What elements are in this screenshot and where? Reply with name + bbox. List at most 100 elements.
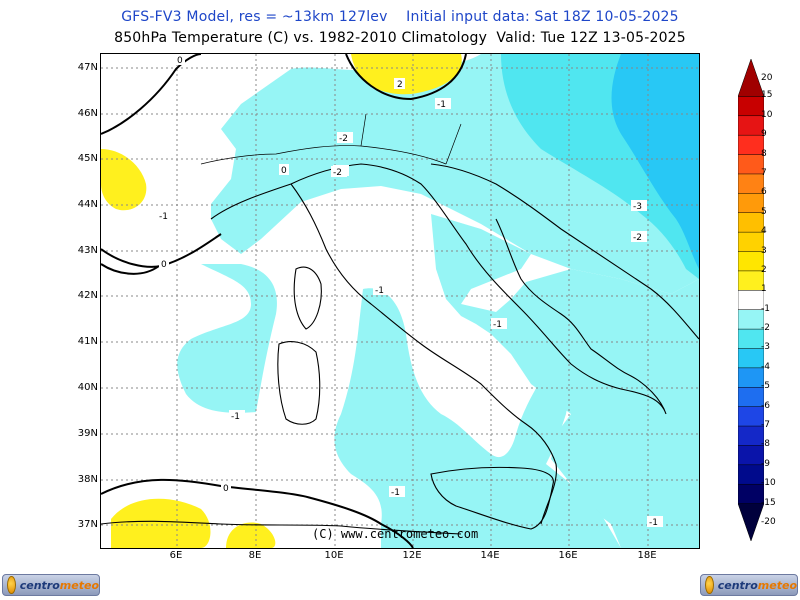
colorbar-tick-label: -20 — [761, 517, 776, 527]
contour-label: 0 — [159, 258, 169, 270]
svg-text:-1: -1 — [437, 100, 446, 110]
colorbar-tick-label: 6 — [761, 187, 767, 198]
contour-labels: 00000-1-1-1-1-1-1-1-1-2-2-2-32 — [157, 54, 663, 528]
svg-text:-1: -1 — [391, 488, 400, 498]
map-panel: 00000-1-1-1-1-1-1-1-1-2-2-2-32 — [100, 53, 700, 549]
colorbar-tick-label: 5 — [761, 206, 767, 217]
contour-label: -1 — [157, 210, 173, 222]
logo-brand-main: centro — [717, 578, 758, 592]
lat-label-42n: 42N — [77, 290, 98, 301]
contour-label: -2 — [331, 166, 347, 178]
colorbar-tick-label: -6 — [761, 400, 770, 411]
svg-text:-1: -1 — [649, 518, 658, 528]
lat-label-46n: 46N — [77, 108, 98, 119]
coastline-sardinia — [277, 341, 321, 425]
sun-logo-icon — [7, 576, 16, 594]
colorbar-tick-label: -10 — [761, 478, 776, 489]
svg-text:0: 0 — [177, 56, 183, 66]
contour-label: -1 — [373, 284, 389, 296]
svg-text:-2: -2 — [339, 134, 348, 144]
colorbar-tick-label: 1 — [761, 284, 767, 295]
colorbar-tick-label: -9 — [761, 458, 770, 469]
temperature-anomaly-map: 00000-1-1-1-1-1-1-1-1-2-2-2-32 — [101, 54, 699, 548]
colorbar-tick-label: 3 — [761, 245, 767, 256]
anomaly-area-west — [177, 264, 277, 413]
contour-label: -2 — [631, 231, 647, 243]
colorbar-tick-label: 10 — [761, 109, 773, 120]
lat-label-44n: 44N — [77, 199, 98, 210]
warm-anomaly-alps — [351, 54, 462, 95]
lon-label-18e: 18E — [637, 550, 657, 561]
border-lines — [200, 113, 462, 165]
anomaly-area-tyrrhenian — [334, 288, 621, 548]
lon-label-12e: 12E — [402, 550, 422, 561]
coastline-corsica — [293, 266, 322, 330]
lon-label-14e: 14E — [480, 550, 500, 561]
chart-title-variable: 850hPa Temperature (C) vs. 1982-2010 Cli… — [114, 30, 686, 46]
colorbar-tick-label: -8 — [761, 439, 770, 450]
colorbar-swatch — [738, 503, 764, 541]
coastline-africa — [101, 520, 462, 535]
warm-anomaly-southwest — [111, 498, 211, 548]
svg-text:-1: -1 — [375, 286, 384, 296]
svg-text:0: 0 — [223, 484, 229, 494]
coastline-sicily — [430, 466, 554, 530]
coordinate-grid — [101, 54, 699, 548]
chart-title-model: GFS-FV3 Model, res = ~13km 127lev Initia… — [121, 9, 679, 25]
lat-label-47n: 47N — [77, 62, 98, 73]
contour-label: 0 — [279, 164, 289, 176]
lat-label-39n: 39N — [77, 428, 98, 439]
colorbar-tick-label: 8 — [761, 148, 767, 159]
lat-label-40n: 40N — [77, 382, 98, 393]
lon-label-8e: 8E — [248, 550, 262, 561]
colorbar-tick-label: 9 — [761, 129, 767, 140]
sun-logo-icon — [705, 576, 714, 594]
colorbar-tick-label: -4 — [761, 361, 770, 372]
centrometeo-logo-right[interactable]: centrometeo — [700, 574, 798, 596]
colorbar-tick-label: 7 — [761, 167, 767, 178]
contour-label: -1 — [435, 98, 451, 110]
lat-label-43n: 43N — [77, 245, 98, 256]
lat-label-41n: 41N — [77, 336, 98, 347]
temperature-colorbar — [738, 59, 764, 541]
lat-label-37n: 37N — [77, 519, 98, 530]
contour-label: 0 — [175, 54, 185, 66]
svg-text:-2: -2 — [633, 233, 642, 243]
contour-zero-south — [101, 478, 414, 548]
svg-text:-1: -1 — [231, 412, 240, 422]
colorbar-tick-label: 4 — [761, 226, 767, 237]
contour-label: -1 — [229, 410, 245, 422]
lon-label-10e: 10E — [324, 550, 344, 561]
colorbar-tick-label: -5 — [761, 381, 770, 392]
colorbar-tick-label: -15 — [761, 497, 776, 508]
svg-text:0: 0 — [281, 166, 287, 176]
contour-label: 2 — [395, 78, 405, 90]
contour-label: -2 — [337, 132, 353, 144]
colorbar-tick-label: 2 — [761, 264, 767, 275]
coastline-italy — [210, 163, 667, 415]
colorbar-tick-label: 20 — [761, 73, 773, 83]
svg-text:-1: -1 — [159, 212, 168, 222]
lon-label-16e: 16E — [558, 550, 578, 561]
svg-text:0: 0 — [161, 260, 167, 270]
colorbar-tick-label: 15 — [761, 90, 773, 101]
lon-label-6e: 6E — [169, 550, 183, 561]
svg-text:-2: -2 — [333, 168, 342, 178]
svg-text:-3: -3 — [633, 202, 642, 212]
coastline-italy-west — [290, 183, 557, 525]
lat-label-38n: 38N — [77, 474, 98, 485]
warm-anomaly-south — [226, 522, 276, 548]
warm-anomaly-west — [101, 149, 147, 211]
anomaly-area-darker-blue — [611, 54, 699, 269]
svg-text:-1: -1 — [493, 320, 502, 330]
contour-label: -1 — [647, 516, 663, 528]
logo-brand-accent: meteo — [757, 578, 797, 592]
colorbar-tick-label: -1 — [761, 303, 770, 314]
coastline-balkans — [430, 163, 699, 340]
svg-text:2: 2 — [397, 80, 403, 90]
colorbar-tick-label: -3 — [761, 342, 770, 353]
centrometeo-logo-left[interactable]: centrometeo — [2, 574, 100, 596]
contour-label: -1 — [491, 318, 507, 330]
colorbar-tick-label: -7 — [761, 420, 770, 431]
contour-label: -3 — [631, 200, 647, 212]
